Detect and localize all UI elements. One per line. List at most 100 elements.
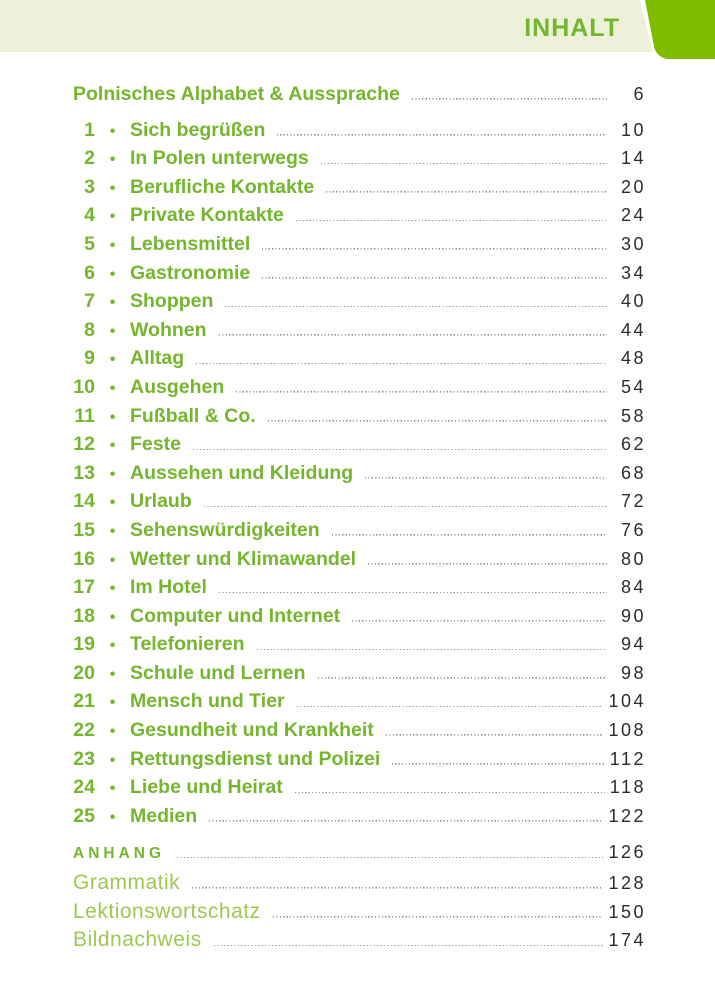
toc-entry-title: Rettungsdienst und Polizei: [130, 747, 381, 770]
toc-appendix-row: Lektionswortschatz 150: [62, 899, 646, 929]
toc-entry-title: Bildnachweis: [73, 928, 202, 952]
toc-chapter-row: 13 • Aussehen und Kleidung 68: [62, 462, 643, 491]
toc-chapter-row: 17 • Im Hotel 84: [62, 576, 643, 605]
toc-chapter-row: 9 • Alltag 48: [62, 347, 643, 376]
toc-entry-title: Liebe und Heirat: [130, 776, 283, 799]
appendix-list: ANHANG 126 Grammatik 128 Lektionswortsch…: [62, 842, 646, 956]
dotted-leader: [365, 476, 607, 479]
chapter-number: 16: [73, 547, 95, 570]
toc-entry-title: Polnisches Alphabet & Aussprache: [73, 83, 400, 105]
chapter-number: 15: [73, 518, 95, 541]
toc-chapter-row: 11 • Fußball & Co. 58: [62, 405, 643, 434]
toc-intro-row: Polnisches Alphabet & Aussprache 6: [62, 83, 646, 112]
toc-entry-page: 10: [620, 119, 646, 140]
toc-entry-title: Mensch und Tier: [130, 690, 285, 713]
bullet-icon: •: [109, 122, 116, 140]
toc-entry-page: 94: [620, 634, 646, 655]
chapter-number: 23: [73, 747, 95, 770]
toc-entry-page: 24: [620, 205, 646, 226]
dotted-leader: [368, 562, 607, 565]
toc-chapter-row: 10 • Ausgehen 54: [62, 376, 643, 405]
toc-entry-page: 84: [620, 577, 646, 598]
toc-entry-page: 108: [608, 720, 646, 741]
dotted-leader: [192, 448, 607, 451]
toc-entry-title: Private Kontakte: [130, 204, 284, 227]
toc-entry-title: Sich begrüßen: [130, 118, 266, 141]
toc-entry-title: Medien: [130, 804, 198, 827]
dotted-leader: [352, 619, 607, 622]
dotted-leader: [277, 133, 607, 136]
toc-chapter-row: 1 • Sich begrüßen 10: [62, 119, 643, 148]
toc-entry-title: Ausgehen: [130, 375, 225, 398]
dotted-leader: [262, 276, 607, 279]
dotted-leader: [272, 915, 604, 918]
dotted-leader: [256, 648, 607, 651]
dotted-leader: [326, 190, 607, 193]
dotted-leader: [411, 98, 607, 100]
toc-entry-page: 34: [620, 262, 646, 283]
chapter-number: 22: [73, 719, 95, 742]
dotted-leader: [177, 856, 604, 859]
dotted-leader: [196, 362, 607, 365]
toc-entry-page: 98: [620, 662, 646, 683]
toc-appendix-row: Grammatik 128: [62, 871, 644, 900]
header-band: INHALT: [0, 0, 653, 52]
bullet-icon: •: [109, 723, 116, 741]
toc-chapter-row: 14 • Urlaub 72: [62, 490, 643, 519]
chapter-number: 13: [73, 461, 95, 484]
toc-entry-page: 58: [620, 405, 646, 426]
toc-chapter-row: 19 • Telefonieren 94: [62, 633, 643, 662]
bullet-icon: •: [109, 294, 116, 312]
toc-chapter-row: 24 • Liebe und Heirat 118: [62, 776, 643, 805]
chapter-number: 4: [84, 204, 95, 227]
bullet-icon: •: [109, 637, 116, 655]
chapter-number: 12: [73, 433, 95, 456]
toc-entry-page: 6: [633, 84, 646, 104]
toc-appendix-row: ANHANG 126: [62, 842, 646, 871]
toc-chapter-row: 12 • Feste 62: [62, 433, 643, 462]
toc-chapter-row: 15 • Sehenswürdigkeiten 76: [62, 519, 643, 548]
toc-entry-page: 68: [620, 462, 646, 483]
chapter-number: 21: [73, 690, 95, 713]
toc-entry-page: 30: [620, 233, 646, 254]
toc-entry-title: Sehenswürdigkeiten: [130, 518, 320, 541]
toc-chapter-row: 7 • Shoppen 40: [62, 290, 643, 319]
toc-entry-title: Computer und Internet: [130, 604, 341, 627]
bullet-icon: •: [109, 265, 116, 283]
toc-entry-title: Feste: [130, 433, 181, 456]
dotted-leader: [236, 390, 607, 393]
bullet-icon: •: [109, 351, 116, 369]
toc-entry-page: 150: [608, 901, 646, 922]
dotted-leader: [213, 944, 604, 947]
toc-entry-title: Telefonieren: [130, 633, 245, 656]
bullet-icon: •: [109, 236, 116, 254]
chapter-number: 5: [84, 232, 95, 255]
table-of-contents: Polnisches Alphabet & Aussprache 6 1 • S…: [62, 83, 646, 957]
chapter-number: 7: [84, 290, 95, 313]
bullet-icon: •: [109, 665, 116, 683]
toc-chapter-row: 23 • Rettungsdienst und Polizei 112: [62, 748, 643, 777]
toc-entry-title: In Polen unterwegs: [130, 147, 309, 170]
toc-entry-page: 90: [620, 605, 646, 626]
bullet-icon: •: [109, 551, 116, 569]
bullet-icon: •: [109, 522, 116, 540]
chapter-number: 6: [84, 261, 95, 284]
dotted-leader: [392, 762, 605, 765]
toc-entry-title: Shoppen: [130, 290, 214, 313]
chapter-number: 9: [84, 347, 95, 370]
toc-entry-page: 126: [608, 842, 646, 863]
dotted-leader: [295, 219, 607, 222]
toc-entry-title: Gesundheit und Krankheit: [130, 719, 374, 742]
bullet-icon: •: [109, 322, 116, 340]
dotted-leader: [209, 819, 604, 822]
header-corner-tab: [645, 0, 715, 59]
toc-entry-title: Lektionswortschatz: [73, 899, 261, 923]
dotted-leader: [331, 533, 607, 536]
toc-chapter-row: 16 • Wetter und Klimawandel 80: [62, 548, 643, 577]
chapter-number: 3: [84, 175, 95, 198]
bullet-icon: •: [109, 494, 116, 512]
dotted-leader: [262, 247, 607, 250]
bullet-icon: •: [109, 208, 116, 226]
toc-entry-page: 118: [609, 777, 646, 798]
toc-chapter-row: 20 • Schule und Lernen 98: [62, 662, 643, 691]
